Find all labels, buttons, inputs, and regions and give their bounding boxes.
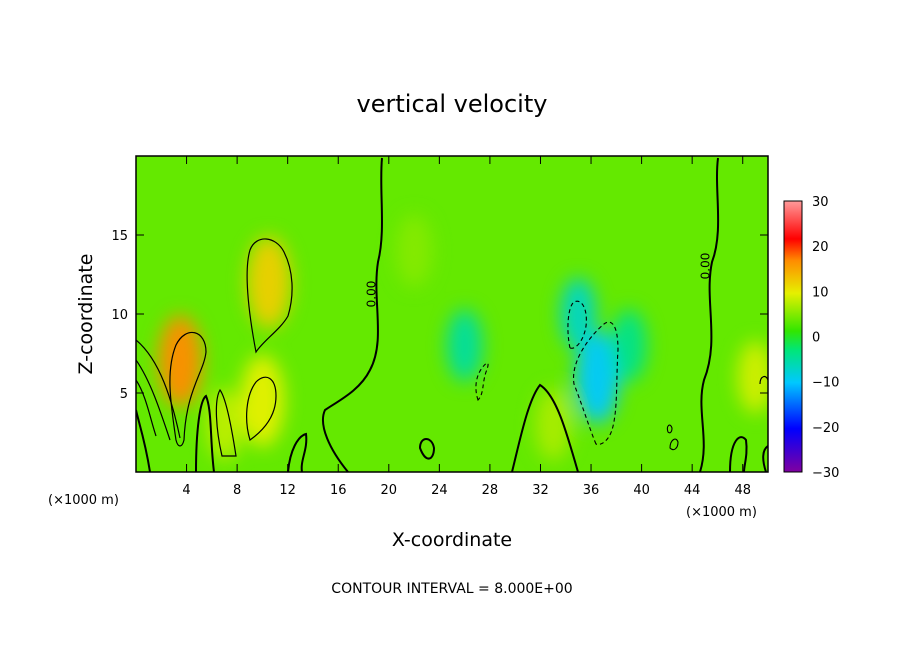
y-axis-label: Z-coordinate: [75, 254, 97, 375]
plot-area: [136, 156, 768, 472]
x-tick-label: 4: [182, 483, 190, 498]
x-tick-label: 24: [431, 483, 448, 498]
positive-contour: [246, 238, 293, 354]
downdraft-feature: [575, 331, 620, 424]
zero-contour: [729, 436, 748, 472]
updraft-feature: [240, 354, 285, 447]
colorbar-tick-label: 20: [812, 240, 829, 255]
x-tick-label: 36: [583, 483, 600, 498]
contour-label: 0.00: [699, 253, 713, 280]
x-tick-label: 32: [532, 483, 549, 498]
negative-contour: [669, 438, 679, 451]
updraft-feature: [737, 341, 768, 414]
x-tick-label: 40: [633, 483, 650, 498]
y-tick-label: 5: [120, 387, 128, 402]
x-unit-right: (×1000 m): [686, 505, 757, 520]
downdraft-feature: [560, 278, 597, 350]
x-unit-left: (×1000 m): [48, 493, 119, 508]
y-tick-label: 10: [111, 308, 128, 323]
y-axis: 5 10 15: [111, 229, 768, 402]
x-tick-label: 8: [233, 483, 241, 498]
negative-contour: [573, 321, 619, 446]
colorbar-tick-label: −20: [812, 421, 839, 436]
contour-label: 0.00: [365, 281, 379, 308]
colorbar-tick-label: −10: [812, 376, 839, 391]
x-tick-label: 44: [684, 483, 701, 498]
updraft-feature: [396, 214, 433, 287]
x-tick-label: 20: [381, 483, 398, 498]
chart-title: vertical velocity: [357, 90, 548, 118]
colorbar-tick-label: 30: [812, 195, 829, 210]
colorbar-tick-label: 10: [812, 285, 829, 300]
negative-contour: [475, 362, 489, 402]
zero-contour: [762, 445, 768, 472]
colorbar-tick-label: −30: [812, 466, 839, 481]
positive-contour: [246, 376, 277, 441]
positive-contour: [136, 379, 157, 437]
colorbar: 30 20 10 0 −10 −20 −30: [783, 195, 839, 481]
x-axis: 4 8 12 16 20 24 28 32 36 40 44 48: [182, 156, 751, 498]
zero-contour: [195, 394, 215, 472]
positive-contour: [215, 388, 237, 457]
x-axis-label: X-coordinate: [392, 529, 512, 551]
x-tick-label: 12: [279, 483, 296, 498]
downdraft-feature: [446, 309, 483, 382]
zero-contour: [322, 157, 383, 472]
updraft-feature: [158, 315, 203, 408]
updraft-feature: [246, 236, 291, 329]
positive-contour: [169, 331, 207, 447]
x-tick-label: 16: [330, 483, 347, 498]
contour-interval-note: CONTOUR INTERVAL = 8.000E+00: [331, 581, 572, 597]
zero-contour: [287, 432, 308, 472]
x-tick-label: 28: [482, 483, 499, 498]
positive-contour: [136, 339, 181, 439]
downdraft-feature: [610, 309, 647, 382]
colorbar-gradient: [783, 200, 803, 473]
y-tick-label: 15: [111, 229, 128, 244]
negative-contour: [567, 300, 587, 349]
zero-contour: [699, 157, 720, 472]
colorbar-tick-label: 0: [812, 331, 820, 346]
positive-contour: [136, 359, 171, 441]
zero-contour: [511, 383, 579, 472]
negative-contour: [666, 424, 673, 434]
zero-contour: [418, 438, 436, 460]
x-tick-label: 48: [734, 483, 751, 498]
updraft-feature: [535, 388, 572, 461]
field-features: [158, 214, 768, 461]
